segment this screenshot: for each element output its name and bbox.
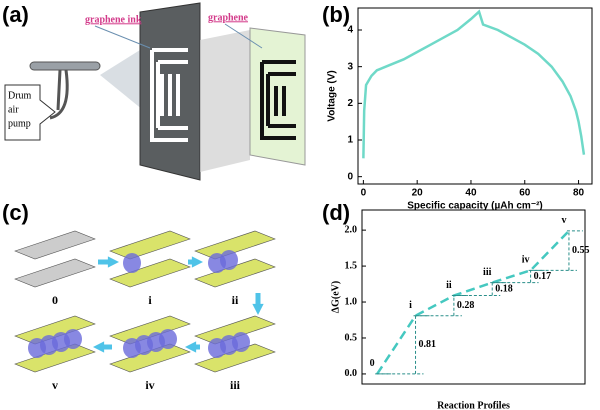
energy-path (376, 229, 570, 375)
stage-label: i (409, 300, 412, 311)
difference-label: 0.18 (495, 283, 513, 294)
airbrush (29, 61, 101, 120)
stage-label: v (561, 215, 566, 226)
ion-cluster (123, 253, 141, 273)
arrow-head (93, 341, 105, 353)
graphene-sheet (14, 230, 96, 260)
panel-label: (d) (322, 200, 350, 225)
pointer (224, 23, 263, 49)
difference-label: 0.55 (572, 245, 590, 256)
panel-label: (b) (322, 2, 350, 27)
y-axis-label: Voltage (V) (327, 70, 338, 121)
y-tick-label: 2 (347, 98, 353, 109)
arrow-head (107, 256, 119, 268)
x-tick-label: 0 (361, 188, 367, 199)
x-tick-label: 40 (465, 188, 477, 199)
pump-label: air (8, 104, 19, 115)
pointer (94, 25, 151, 49)
stage-label: iii (230, 378, 241, 392)
x-tick-label: 60 (519, 188, 531, 199)
ion-cluster (64, 329, 82, 349)
pattern-white (150, 48, 188, 142)
voltage-curve (362, 9, 586, 159)
y-tick-label: 4 (347, 25, 353, 36)
ion-cluster (232, 332, 250, 352)
pattern-black (260, 60, 296, 140)
stage-label: v (52, 378, 58, 392)
plot-frame (357, 7, 593, 185)
x-axis-label: Specific capacity (µAh cm⁻²) (407, 201, 543, 212)
difference-label: 0.17 (534, 271, 552, 282)
stage-label: iii (483, 267, 492, 278)
y-tick-label: 0.0 (345, 368, 358, 379)
film-label: graphene (208, 12, 249, 23)
stage-label: iv (522, 255, 530, 266)
graphene-sheet (109, 258, 191, 288)
graphene-sheet (14, 258, 96, 288)
x-tick-label: 80 (573, 188, 585, 199)
pump-label: Drum (8, 90, 32, 101)
y-tick-label: 1.0 (345, 296, 358, 307)
pump-label: pump (8, 118, 31, 129)
stage-label: ii (446, 280, 452, 291)
stage-label: ii (232, 293, 239, 307)
graphene-sheet (14, 315, 96, 345)
y-tick-label: 3 (347, 61, 353, 72)
stage-label: i (148, 293, 152, 307)
ion-cluster (220, 250, 238, 270)
stage-label: iv (145, 378, 154, 392)
stage-label: 0 (52, 293, 58, 307)
x-axis-label: Reaction Profiles (437, 400, 510, 410)
y-tick-label: 0.5 (345, 332, 358, 343)
arrow-head (185, 341, 197, 353)
difference-label: 0.28 (457, 300, 475, 311)
graphene-sheet (109, 230, 191, 260)
graphene-sheet (194, 230, 276, 260)
pump-box (4, 84, 56, 141)
arrow-head (252, 303, 264, 315)
y-tick-label: 1.5 (345, 260, 358, 271)
graphene-sheet (109, 315, 191, 345)
x-tick-label: 20 (412, 188, 424, 199)
y-tick-label: 1 (347, 135, 353, 146)
ink-label: graphene ink (85, 14, 142, 25)
chart-d: 0.0 0.5 1.0 1.5 2.0 ΔG(eV) Reaction Profiles 0 0… (330, 209, 590, 410)
chart-b: 0 1 2 3 4 Voltage (V) Specific capacity (µAh c… (327, 7, 593, 212)
graphene-sheet (194, 315, 276, 345)
y-axis-label: ΔG(eV) (330, 281, 341, 313)
panel-label: (c) (2, 200, 29, 225)
ion-cluster (159, 329, 177, 349)
difference-label: 0.81 (419, 339, 437, 350)
plot-frame (361, 209, 586, 385)
stage-label: 0 (370, 358, 375, 369)
panel-label: (a) (2, 2, 29, 27)
y-tick-label: 2.0 (345, 224, 358, 235)
spray-path (200, 30, 250, 172)
y-tick-label: 0 (347, 171, 353, 182)
arrow-head (191, 256, 203, 268)
